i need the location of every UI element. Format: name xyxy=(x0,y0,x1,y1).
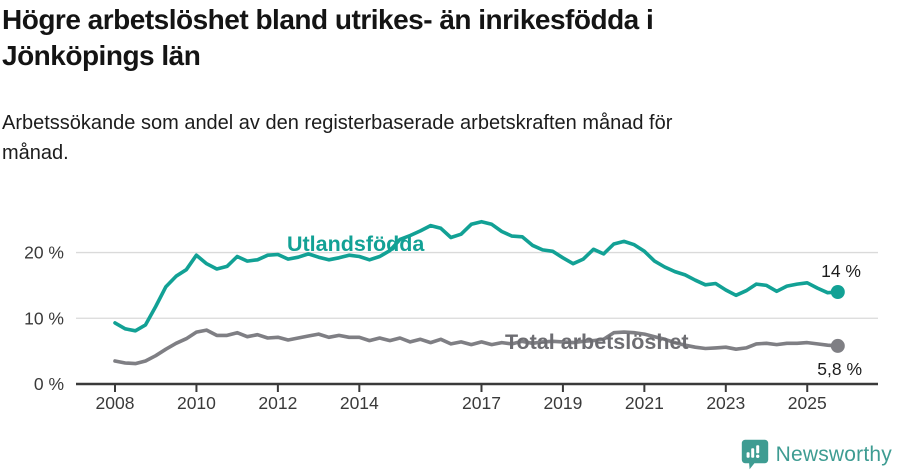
newsworthy-brand-text: Newsworthy xyxy=(775,442,892,466)
total-arbetsl-shet-line xyxy=(113,328,840,366)
x-tick-label: 2014 xyxy=(340,393,379,413)
chart-title: Högre arbetslöshet bland utrikes- än inr… xyxy=(2,4,654,72)
total-arbetsl-shet-end-dot xyxy=(830,338,845,353)
y-tick-label: 10 % xyxy=(24,308,64,328)
utlandsf-dda-end-dot xyxy=(830,285,845,299)
x-tick-label: 2008 xyxy=(96,393,135,413)
x-tick-label: 2025 xyxy=(788,393,827,413)
x-tick-label: 2012 xyxy=(258,393,297,413)
newsworthy-speech-bubble-bar-chart-icon xyxy=(741,439,768,470)
x-tick-label: 2019 xyxy=(543,393,582,413)
newsworthy-logo[interactable]: Newsworthy xyxy=(741,439,892,470)
x-tick-label: 2017 xyxy=(462,393,501,413)
utlandsf-dda-end-value: 14 % xyxy=(821,261,861,281)
chart-subtitle: Arbetssökande som andel av den registerb… xyxy=(2,112,673,164)
x-tick-label: 2010 xyxy=(177,393,216,413)
utlandsf-dda-series-label: Utlandsfödda xyxy=(287,232,425,256)
total-arbetsl-shet-series-label: Total arbetslöshet xyxy=(505,330,689,354)
x-tick-label: 2021 xyxy=(625,393,664,413)
total-arbetsl-shet-end-value: 5,8 % xyxy=(817,359,862,379)
y-tick-label: 20 % xyxy=(24,243,64,263)
x-tick-label: 2023 xyxy=(706,393,745,413)
utlandsf-dda-line xyxy=(113,219,840,333)
y-tick-label: 0 % xyxy=(34,374,64,394)
